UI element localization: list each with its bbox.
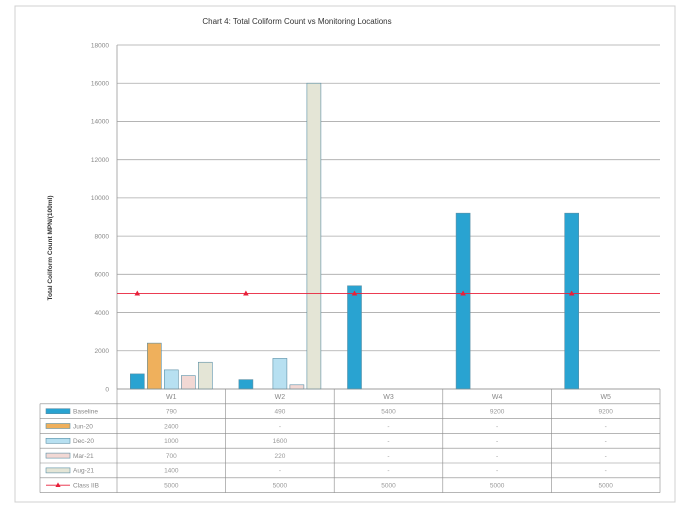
data-label: - bbox=[496, 453, 498, 460]
bar bbox=[238, 379, 254, 390]
data-label: - bbox=[605, 423, 607, 430]
y-tick-label: 12000 bbox=[91, 157, 109, 164]
data-label: - bbox=[387, 438, 389, 445]
y-tick-label: 16000 bbox=[91, 81, 109, 88]
data-label: - bbox=[279, 423, 281, 430]
reference-marker bbox=[568, 290, 575, 296]
category-label: W1 bbox=[166, 394, 177, 401]
data-label: 5000 bbox=[598, 483, 613, 490]
data-label: 790 bbox=[166, 409, 177, 416]
bar bbox=[347, 285, 362, 390]
legend-swatch bbox=[45, 408, 71, 415]
legend-label: Dec-20 bbox=[73, 438, 94, 445]
data-label: - bbox=[496, 423, 498, 430]
legend-swatch bbox=[45, 467, 71, 474]
data-label: 490 bbox=[274, 409, 285, 416]
bar bbox=[272, 358, 288, 390]
category-label: W3 bbox=[383, 394, 394, 401]
data-label: 1400 bbox=[164, 468, 179, 475]
data-label: 5400 bbox=[381, 409, 396, 416]
bar bbox=[130, 373, 145, 390]
data-label: 220 bbox=[274, 453, 285, 460]
bar bbox=[147, 342, 162, 390]
y-tick-label: 8000 bbox=[95, 233, 110, 240]
data-label: 5000 bbox=[164, 483, 179, 490]
legend-label: Baseline bbox=[73, 409, 98, 416]
bar bbox=[455, 212, 471, 390]
chart-title: Chart 4: Total Coliform Count vs Monitor… bbox=[202, 17, 391, 26]
reference-series bbox=[117, 290, 660, 296]
bar bbox=[289, 384, 305, 390]
y-tick-labels: 0 2000 4000 6000 8000 10000 12000 14000 16000 180… bbox=[91, 42, 109, 393]
y-tick-label: 18000 bbox=[91, 42, 109, 49]
legend-label: Jun-20 bbox=[73, 423, 93, 430]
y-tick-label: 14000 bbox=[91, 119, 109, 126]
data-label: 5000 bbox=[490, 483, 505, 490]
bar bbox=[164, 369, 179, 390]
legend-label: Class IIB bbox=[73, 483, 99, 490]
data-label: 1600 bbox=[273, 438, 288, 445]
data-label: - bbox=[605, 468, 607, 475]
data-label: - bbox=[605, 453, 607, 460]
reference-marker bbox=[351, 290, 358, 296]
y-tick-label: 2000 bbox=[95, 348, 110, 355]
data-label: 1000 bbox=[164, 438, 179, 445]
data-table: W1 W2 W3 W4 W5 Baseline 790 490 5400 9200 9200 Jun-… bbox=[39, 388, 661, 493]
data-label: 9200 bbox=[490, 409, 505, 416]
y-tick-label: 4000 bbox=[95, 310, 110, 317]
legend-swatch bbox=[45, 452, 71, 459]
data-label: 700 bbox=[166, 453, 177, 460]
data-label: - bbox=[605, 438, 607, 445]
chart-border bbox=[14, 5, 676, 503]
category-label: W5 bbox=[600, 394, 611, 401]
data-label: 5000 bbox=[381, 483, 396, 490]
category-label: W2 bbox=[275, 394, 286, 401]
bar bbox=[181, 375, 196, 390]
legend-label: Aug-21 bbox=[73, 468, 94, 475]
data-label: 5000 bbox=[273, 483, 288, 490]
data-label: 9200 bbox=[598, 409, 613, 416]
category-label: W4 bbox=[492, 394, 503, 401]
reference-marker bbox=[460, 290, 466, 296]
data-label: - bbox=[496, 468, 498, 475]
reference-marker bbox=[134, 290, 141, 296]
data-label: - bbox=[387, 423, 389, 430]
data-label: - bbox=[387, 453, 389, 460]
y-tick-label: 10000 bbox=[91, 195, 109, 202]
legend-marker bbox=[55, 482, 61, 487]
y-tick-label: 0 bbox=[105, 386, 109, 393]
legend-swatch bbox=[45, 423, 71, 429]
y-axis-label: Total Coliform Count MPN/(100ml) bbox=[47, 196, 54, 301]
reference-marker bbox=[243, 290, 249, 296]
bar bbox=[564, 212, 580, 390]
data-label: - bbox=[387, 468, 389, 475]
y-tick-label: 6000 bbox=[95, 272, 110, 279]
data-label: 2400 bbox=[164, 423, 179, 430]
legend-label: Mar-21 bbox=[73, 453, 94, 460]
legend-swatch bbox=[45, 437, 71, 444]
data-label: - bbox=[279, 468, 281, 475]
bar bbox=[306, 82, 322, 390]
bars bbox=[130, 82, 580, 390]
bar bbox=[198, 361, 213, 390]
data-label: - bbox=[496, 438, 498, 445]
